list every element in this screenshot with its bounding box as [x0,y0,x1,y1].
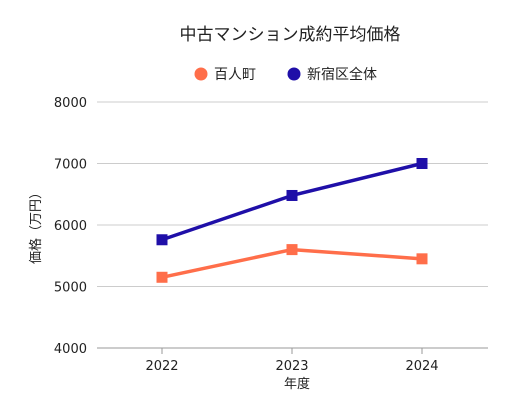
series-2 [156,158,428,246]
y-tick-label: 8000 [54,96,87,111]
legend-item: 百人町 [194,67,256,83]
x-axis-label: 年度 [284,376,310,392]
data-point [286,244,298,256]
legend-label: 新宿区全体 [307,66,377,83]
y-tick-label: 7000 [54,158,87,173]
legend: 百人町 新宿区全体 [194,66,377,83]
y-tick-label: 5000 [54,281,87,296]
data-point [416,158,428,169]
legend-item: 新宿区全体 [287,66,377,83]
data-point [286,189,298,201]
x-tick-label: 2022 [145,359,178,374]
data-point [156,271,168,283]
y-axis-label: 価格（万円） [28,186,44,264]
data-point [416,253,428,265]
legend-marker [287,67,301,81]
x-axis-ticks: 2022 2023 2024 [145,348,439,374]
x-tick-label: 2023 [275,359,308,374]
x-tick-label: 2024 [405,359,438,374]
y-tick-label: 4000 [54,342,87,357]
data-point [156,234,168,246]
legend-label: 百人町 [214,67,256,83]
series-line [161,161,423,242]
legend-marker [194,67,208,81]
y-tick-label: 6000 [54,219,87,234]
series-1 [156,244,428,283]
gridlines [97,101,488,349]
y-axis-ticks: 4000 5000 6000 7000 8000 [54,96,87,357]
series-layer [156,158,428,283]
chart-title: 中古マンション成約平均価格 [180,25,401,45]
